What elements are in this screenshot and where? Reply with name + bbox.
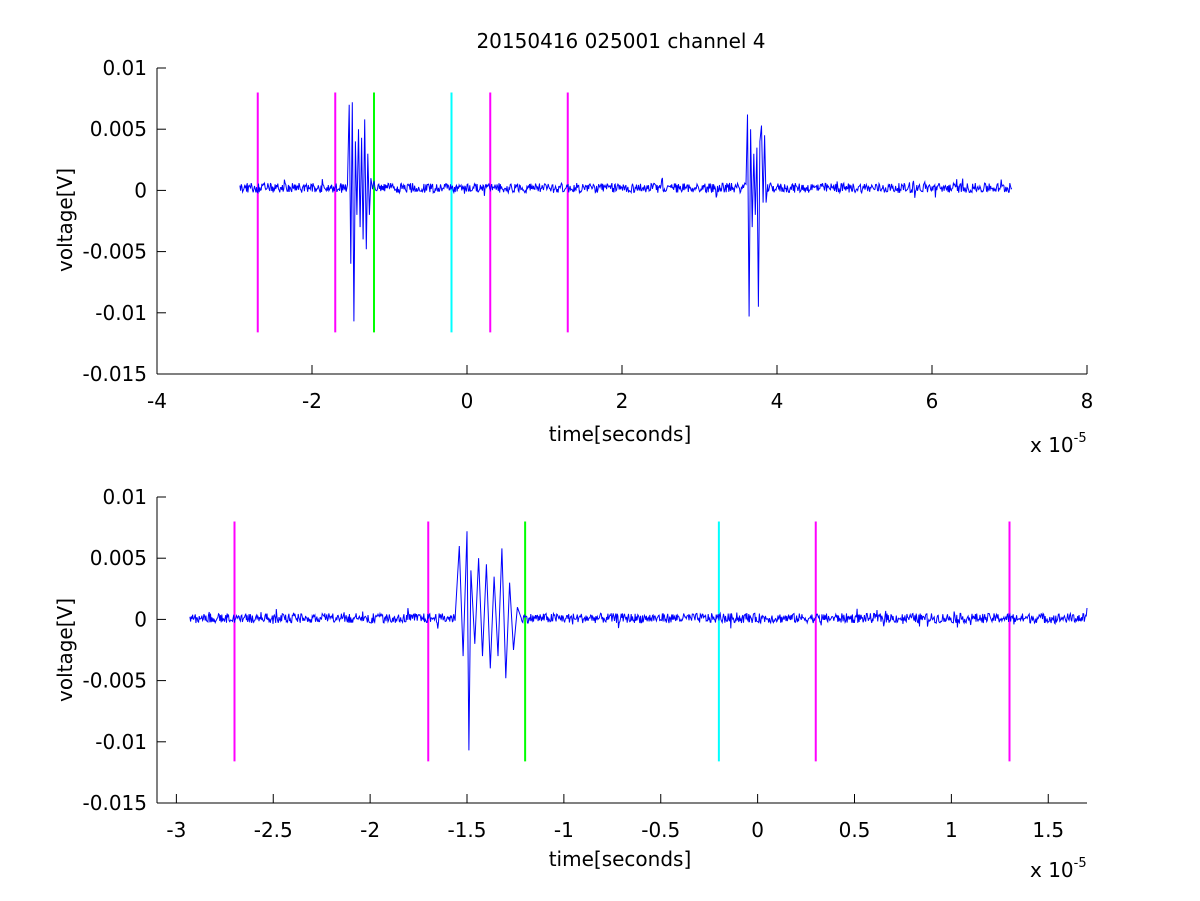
- chart-title: 20150416 025001 channel 4: [476, 29, 765, 53]
- signal-trace: [189, 531, 1088, 751]
- x-tick-label: -3: [166, 818, 186, 842]
- x-tick-label: -2.5: [254, 818, 293, 842]
- x-tick-label: -1: [554, 818, 574, 842]
- x-tick-label: 0: [461, 389, 474, 413]
- x-tick-label: -4: [147, 389, 167, 413]
- y-tick-label: -0.015: [83, 791, 147, 815]
- x-tick-label: 0: [751, 818, 764, 842]
- x-axis-label: time[seconds]: [549, 847, 692, 871]
- x-tick-label: 1: [945, 818, 958, 842]
- x-scale-factor: x 10-5: [1030, 856, 1087, 882]
- x-tick-label: -2: [302, 389, 322, 413]
- plot-top: 20150416 025001 channel 4 time[seconds] …: [53, 29, 1093, 457]
- y-tick-label: -0.005: [83, 669, 147, 693]
- y-tick-label: 0.01: [102, 485, 147, 509]
- y-axis-label: voltage[V]: [53, 598, 77, 702]
- x-tick-label: 2: [616, 389, 629, 413]
- y-tick-label: -0.005: [83, 240, 147, 264]
- x-tick-label: 8: [1081, 389, 1094, 413]
- x-scale-factor: x 10-5: [1030, 431, 1087, 457]
- x-tick-label: -1.5: [447, 818, 486, 842]
- y-tick-label: -0.01: [95, 730, 147, 754]
- x-tick-label: -2: [360, 818, 380, 842]
- y-axis-label: voltage[V]: [53, 168, 77, 272]
- x-tick-label: -0.5: [641, 818, 680, 842]
- y-tick-label: -0.015: [83, 362, 147, 386]
- x-axis-label: time[seconds]: [549, 422, 692, 446]
- y-tick-label: 0: [134, 607, 147, 631]
- y-tick-label: 0.005: [90, 546, 147, 570]
- y-tick-label: 0.01: [102, 56, 147, 80]
- x-tick-label: 1.5: [1032, 818, 1064, 842]
- plot-bottom: time[seconds] voltage[V] x 10-5 -3 -2.5 -2…: [53, 485, 1088, 882]
- signal-trace: [239, 102, 1013, 322]
- y-tick-label: 0: [134, 178, 147, 202]
- x-tick-label: 6: [926, 389, 939, 413]
- y-tick-label: 0.005: [90, 117, 147, 141]
- x-tick-label: 0.5: [839, 818, 871, 842]
- x-tick-label: 4: [771, 389, 784, 413]
- y-tick-label: -0.01: [95, 301, 147, 325]
